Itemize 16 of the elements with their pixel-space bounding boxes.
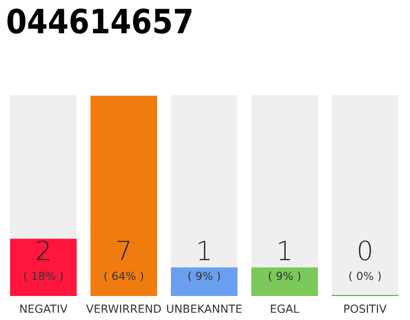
annotation: ( 9% ) xyxy=(268,272,300,282)
x-tick-label: UNBEKANNTE xyxy=(167,304,242,313)
annotation: ( 64% ) xyxy=(104,272,144,282)
data-label: 0 xyxy=(358,240,371,260)
data-label: 1 xyxy=(198,240,210,260)
data-label: 1 xyxy=(279,240,290,260)
data-label: 2 xyxy=(36,240,50,260)
annotation: ( 0% ) xyxy=(349,272,381,282)
annotation: ( 9% ) xyxy=(188,272,220,282)
x-tick-label: EGAL xyxy=(270,304,300,313)
x-tick-label: VERWIRREND xyxy=(86,304,161,313)
x-tick-label: NEGATIV xyxy=(20,304,68,313)
data-label: 7 xyxy=(118,240,130,260)
annotation: ( 18% ) xyxy=(24,272,63,282)
chart-title: 044614657 xyxy=(7,8,192,34)
x-tick-label: POSITIV xyxy=(344,304,387,313)
